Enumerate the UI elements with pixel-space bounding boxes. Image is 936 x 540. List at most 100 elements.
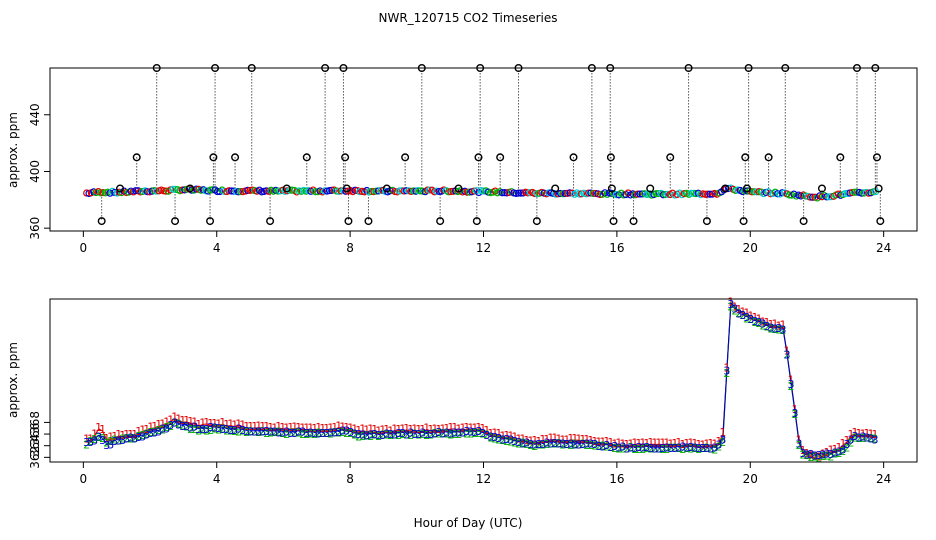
bottom-x-tick-label: 20 bbox=[743, 472, 758, 486]
series-1-marker: 1 bbox=[535, 435, 542, 448]
series-3-marker: 3 bbox=[215, 422, 222, 435]
series-3-marker: 3 bbox=[151, 426, 158, 439]
series-1-marker: 1 bbox=[767, 318, 774, 331]
series-2-marker: 2 bbox=[447, 428, 454, 441]
series-2-marker: 2 bbox=[851, 432, 858, 445]
series-1-marker: 1 bbox=[443, 422, 450, 435]
series-3-marker: 3 bbox=[531, 438, 538, 451]
measurement-point bbox=[652, 190, 660, 198]
series-2-marker: 2 bbox=[847, 436, 854, 449]
flag-point bbox=[721, 184, 730, 193]
series-1-marker: 1 bbox=[483, 424, 490, 437]
series-2-marker: 2 bbox=[519, 437, 526, 450]
series-1-marker: 1 bbox=[235, 418, 242, 431]
series-1-marker: 1 bbox=[187, 415, 194, 428]
series-2-marker: 2 bbox=[279, 427, 286, 440]
series-1-marker: 1 bbox=[175, 412, 182, 425]
series-1-marker: 1 bbox=[543, 433, 550, 446]
series-3-marker: 3 bbox=[747, 313, 754, 326]
series-1-marker: 1 bbox=[99, 423, 106, 436]
series-1-marker: 1 bbox=[391, 423, 398, 436]
series-1-marker: 1 bbox=[295, 421, 302, 434]
series-1-marker: 1 bbox=[147, 420, 154, 433]
top-panel: 0 4 8 12 16 20 24 360 400 440 approx. ppm bbox=[6, 63, 918, 255]
series-1-marker: 1 bbox=[83, 433, 90, 446]
series-1-marker: 1 bbox=[523, 434, 530, 447]
series-1-marker: 1 bbox=[383, 423, 390, 436]
series-2-marker: 2 bbox=[171, 416, 178, 429]
series-1-marker: 1 bbox=[507, 429, 514, 442]
measurement-point bbox=[97, 189, 105, 197]
series-3-marker: 3 bbox=[395, 427, 402, 440]
top-x-tick-label: 8 bbox=[346, 241, 354, 255]
series-3-marker: 3 bbox=[339, 425, 346, 438]
series-3-marker: 3 bbox=[579, 438, 586, 451]
series-2-marker: 2 bbox=[331, 426, 338, 439]
series-1-marker: 1 bbox=[199, 416, 206, 429]
series-3-marker: 3 bbox=[819, 448, 826, 461]
series-1-marker: 1 bbox=[259, 420, 266, 433]
series-2-marker: 2 bbox=[339, 426, 346, 439]
series-2-marker: 2 bbox=[503, 435, 510, 448]
series-3-marker: 3 bbox=[259, 426, 266, 439]
series-2-marker: 2 bbox=[103, 436, 110, 449]
series-3-marker: 3 bbox=[379, 429, 386, 442]
series-2-marker: 2 bbox=[583, 439, 590, 452]
series-3-marker: 3 bbox=[375, 429, 382, 442]
series-2-marker: 2 bbox=[219, 422, 226, 435]
series-2-marker: 2 bbox=[275, 426, 282, 439]
series-2-marker: 2 bbox=[827, 450, 834, 463]
top-y-tick-label: 400 bbox=[28, 160, 42, 183]
series-3-marker: 3 bbox=[551, 437, 558, 450]
flag-point bbox=[474, 153, 483, 162]
series-3-marker: 3 bbox=[319, 427, 326, 440]
series-2-marker: 2 bbox=[471, 427, 478, 440]
flag-point bbox=[872, 153, 881, 162]
series-3-marker: 3 bbox=[335, 426, 342, 439]
bottom-y-tick-label: 362 bbox=[28, 446, 42, 469]
series-3-marker: 3 bbox=[123, 432, 130, 445]
series-2-marker: 2 bbox=[487, 432, 494, 445]
series-3-marker: 3 bbox=[371, 428, 378, 441]
series-3-marker: 3 bbox=[787, 378, 794, 391]
series-3-marker: 3 bbox=[295, 426, 302, 439]
series-2-marker: 2 bbox=[755, 317, 762, 330]
series-3-marker: 3 bbox=[127, 432, 134, 445]
series-3-marker: 3 bbox=[479, 427, 486, 440]
top-y-tick-label: 360 bbox=[28, 217, 42, 240]
series-3-marker: 3 bbox=[463, 425, 470, 438]
series-3-marker: 3 bbox=[555, 437, 562, 450]
series-2-marker: 2 bbox=[247, 425, 254, 438]
series-3-marker: 3 bbox=[119, 434, 126, 447]
top-plot-frame bbox=[49, 67, 918, 232]
series-1-marker: 1 bbox=[667, 438, 674, 451]
series-3-marker: 3 bbox=[703, 442, 710, 455]
series-1-marker: 1 bbox=[167, 414, 174, 427]
series-2-marker: 2 bbox=[223, 424, 230, 437]
series-3-marker: 3 bbox=[387, 428, 394, 441]
series-1-marker: 1 bbox=[575, 432, 582, 445]
series-1-marker: 1 bbox=[359, 423, 366, 436]
series-2-marker: 2 bbox=[267, 426, 274, 439]
measurement-point bbox=[132, 187, 140, 195]
series-3-marker: 3 bbox=[251, 426, 258, 439]
series-3-marker: 3 bbox=[815, 449, 822, 462]
series-3-marker: 3 bbox=[803, 448, 810, 461]
series-3-marker: 3 bbox=[839, 443, 846, 456]
flag-point bbox=[646, 184, 655, 193]
series-3-marker: 3 bbox=[107, 438, 114, 451]
flag-point bbox=[702, 217, 711, 226]
series-2-marker: 2 bbox=[703, 442, 710, 455]
flag-point bbox=[606, 153, 615, 162]
flag-point bbox=[799, 217, 808, 226]
series-1-marker: 1 bbox=[859, 428, 866, 441]
series-2-marker: 2 bbox=[439, 427, 446, 440]
series-3-marker: 3 bbox=[227, 424, 234, 437]
series-1-marker: 1 bbox=[611, 438, 618, 451]
series-3-marker: 3 bbox=[351, 428, 358, 441]
series-2-marker: 2 bbox=[667, 442, 674, 455]
series-1-marker: 1 bbox=[347, 422, 354, 435]
series-2-marker: 2 bbox=[559, 439, 566, 452]
series-1-marker: 1 bbox=[231, 418, 238, 431]
series-2-marker: 2 bbox=[539, 439, 546, 452]
